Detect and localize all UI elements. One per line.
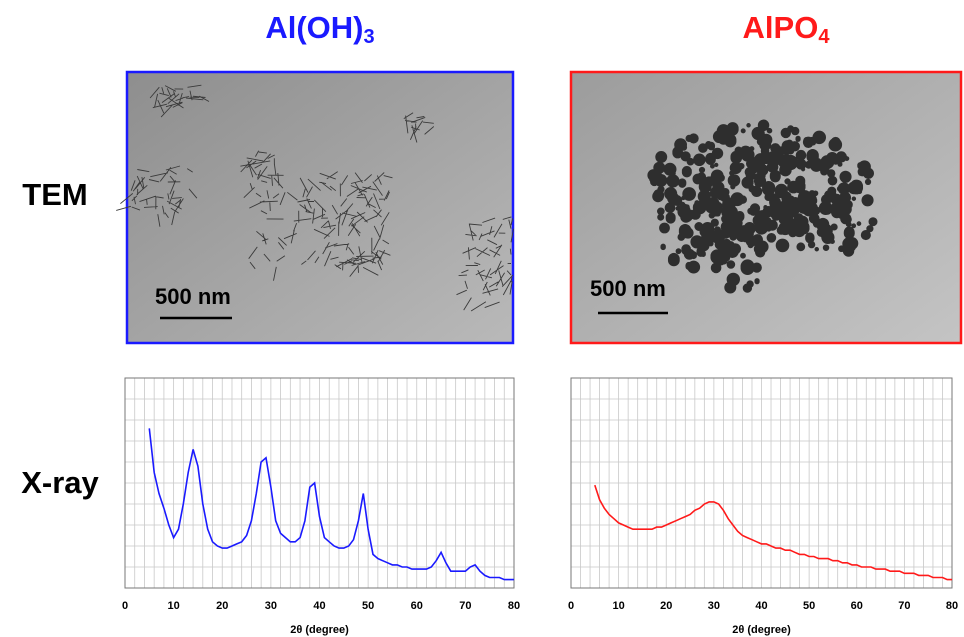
plot-frame (570, 377, 953, 589)
x-tick-label: 60 (411, 600, 423, 612)
row-label: TEM (22, 177, 87, 212)
plot-frame (124, 377, 515, 589)
x-tick-label: 20 (660, 600, 672, 612)
x-tick-label: 10 (613, 600, 625, 612)
x-tick-label: 50 (362, 600, 374, 612)
x-tick-label: 70 (459, 600, 471, 612)
x-tick-label: 80 (508, 600, 520, 612)
title-text: AlPO (743, 10, 819, 45)
tem-image (125, 70, 515, 345)
xrd-line (594, 484, 952, 581)
column-title: AlPO4 (743, 10, 831, 48)
x-tick-label: 30 (265, 600, 277, 612)
x-tick-label: 40 (313, 600, 325, 612)
x-tick-label: 0 (122, 600, 128, 612)
x-axis-label: 2θ (degree) (290, 624, 349, 636)
x-tick-label: 60 (851, 600, 863, 612)
tem-particles (647, 119, 878, 294)
x-axis-label: 2θ (degree) (732, 624, 791, 636)
title-subscript: 3 (364, 26, 375, 48)
x-tick-label: 20 (216, 600, 228, 612)
title-subscript: 4 (818, 26, 830, 48)
x-tick-label: 80 (946, 600, 958, 612)
title-text: Al(OH) (265, 10, 363, 45)
x-tick-label: 40 (755, 600, 767, 612)
x-tick-label: 70 (898, 600, 910, 612)
x-tick-label: 30 (708, 600, 720, 612)
x-tick-label: 50 (803, 600, 815, 612)
row-label: X-ray (21, 465, 99, 500)
xrd-line (148, 428, 514, 581)
tem-particles (116, 84, 514, 312)
x-tick-label: 10 (168, 600, 180, 612)
scale-bar-label: 500 nm (155, 284, 231, 309)
x-tick-label: 0 (568, 600, 574, 612)
scale-bar-label: 500 nm (590, 276, 666, 301)
column-title: Al(OH)3 (265, 10, 374, 48)
